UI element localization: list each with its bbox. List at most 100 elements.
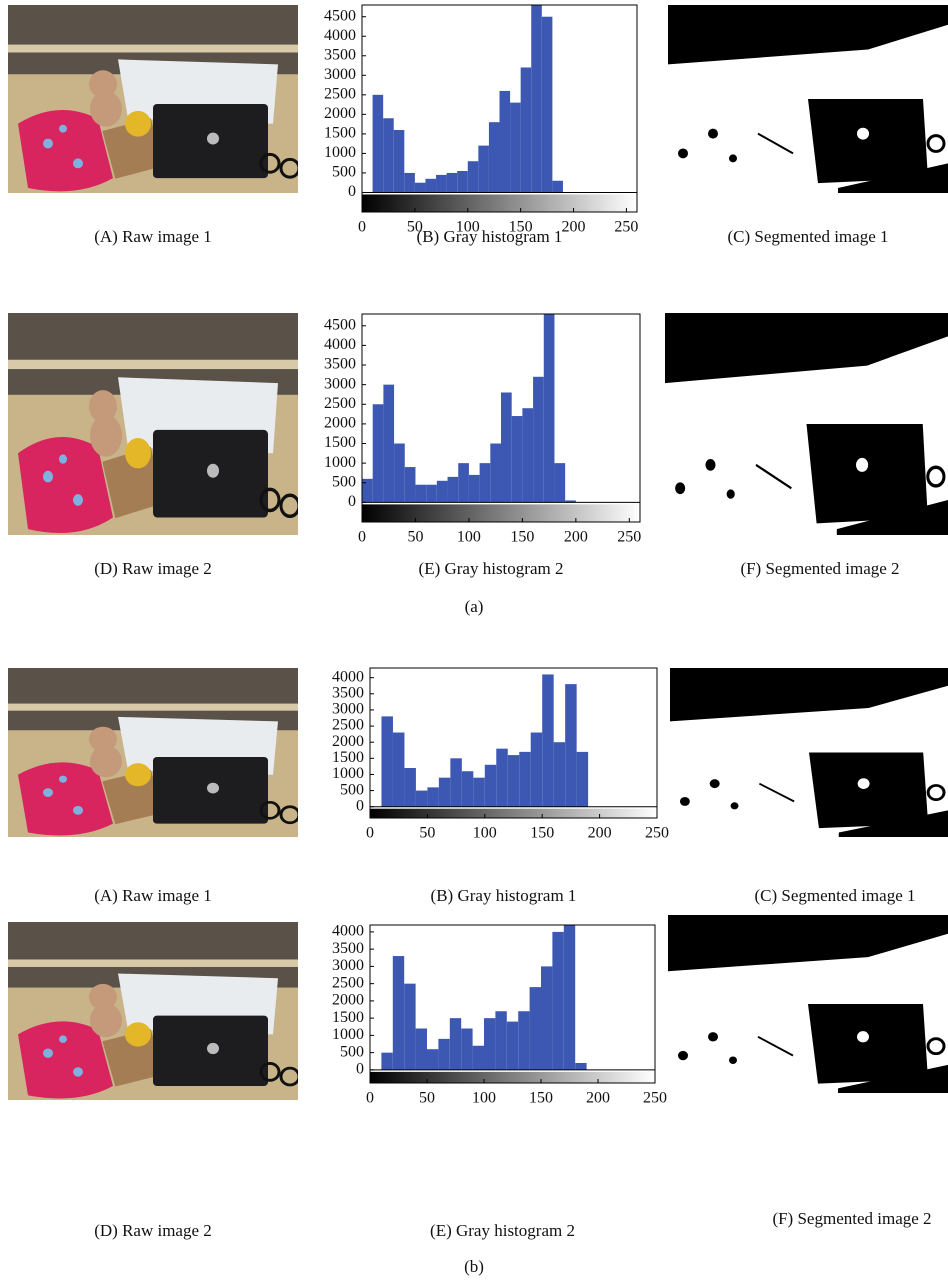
bar [438,1039,449,1070]
bar [478,146,489,193]
caption: (F) Segmented image 2 [772,1209,931,1228]
bar [544,314,555,502]
segmented-image [670,668,948,837]
x-tick-label: 250 [617,529,641,546]
y-tick-label: 1000 [324,144,356,161]
bar [531,5,542,192]
bar [575,1063,586,1070]
x-tick-label: 200 [562,219,586,236]
y-tick-label: 0 [348,493,356,510]
y-tick-label: 500 [332,164,356,181]
bar [501,392,512,502]
y-tick-label: 3500 [324,46,356,63]
bar [533,377,544,503]
y-tick-label: 4500 [324,7,356,24]
y-tick-label: 1500 [324,434,356,451]
gray-scale-bar [362,504,640,522]
y-tick-label: 1000 [324,454,356,471]
caption: (A) Raw image 1 [94,227,212,246]
bar [508,755,519,807]
y-tick-label: 4000 [324,336,356,353]
y-tick-label: 2000 [332,992,364,1009]
bar [489,122,500,192]
y-tick-label: 4500 [324,316,356,333]
y-tick-label: 500 [340,781,364,798]
x-tick-label: 0 [358,219,366,236]
bar [510,103,521,193]
bar [437,481,448,503]
x-tick-label: 50 [419,1090,435,1107]
y-tick-label: 3000 [324,66,356,83]
x-tick-label: 150 [510,529,534,546]
bar [436,175,447,193]
y-tick-label: 3000 [324,375,356,392]
segmented-image [665,313,948,535]
y-tick-label: 0 [356,797,364,814]
x-tick-label: 250 [614,219,638,236]
y-tick-label: 1500 [332,1009,364,1026]
y-tick-label: 2000 [324,105,356,122]
segmented-image [668,915,948,1093]
bar [484,1018,495,1070]
y-tick-label: 1500 [332,749,364,766]
y-tick-label: 4000 [332,923,364,940]
caption: (D) Raw image 2 [94,559,212,578]
bar [468,161,479,192]
x-tick-label: 100 [457,529,481,546]
bar [373,95,384,193]
bar [473,778,484,807]
caption: (E) Gray histogram 2 [430,1221,575,1240]
x-tick-label: 0 [366,1090,374,1107]
bar [450,1018,461,1070]
bar [394,130,405,192]
y-tick-label: 1500 [324,125,356,142]
bar [462,771,473,806]
bar [490,444,501,503]
bar [554,463,565,502]
x-tick-label: 0 [358,529,366,546]
bar [512,416,523,502]
bar [405,467,416,502]
bar [439,778,450,807]
bar [383,118,394,192]
bar [542,17,553,193]
caption: (A) Raw image 1 [94,886,212,905]
x-tick-label: 250 [643,1090,667,1107]
raw-image [8,5,299,193]
bar [450,758,461,806]
y-tick-label: 1000 [332,1026,364,1043]
bar [381,716,392,806]
bar [522,408,533,502]
x-tick-label: 50 [407,529,423,546]
caption: (C) Segmented image 1 [755,886,916,905]
y-tick-label: 500 [332,473,356,490]
bar [577,752,588,807]
bar [416,791,427,807]
y-tick-label: 3500 [332,940,364,957]
bar [542,674,553,806]
bar [426,485,437,503]
bar [495,1011,506,1070]
bar [480,463,491,502]
bar [496,749,507,807]
bar [394,444,405,503]
gray-scale-bar [362,194,637,212]
bar [381,1053,392,1070]
bar [404,984,415,1070]
bar [500,91,511,193]
x-tick-label: 0 [366,825,374,842]
bar [458,463,469,502]
gray-scale-bar [370,1072,655,1083]
group-label: (b) [464,1257,484,1276]
caption: (B) Gray histogram 1 [417,227,563,246]
x-tick-label: 200 [586,1090,610,1107]
y-tick-label: 2000 [324,415,356,432]
caption: (D) Raw image 2 [94,1221,212,1240]
y-tick-label: 3500 [332,684,364,701]
bar [521,67,532,192]
y-tick-label: 2000 [332,733,364,750]
y-tick-label: 2500 [332,717,364,734]
raw-image [8,922,299,1100]
bar [393,733,404,807]
bar [447,173,458,193]
